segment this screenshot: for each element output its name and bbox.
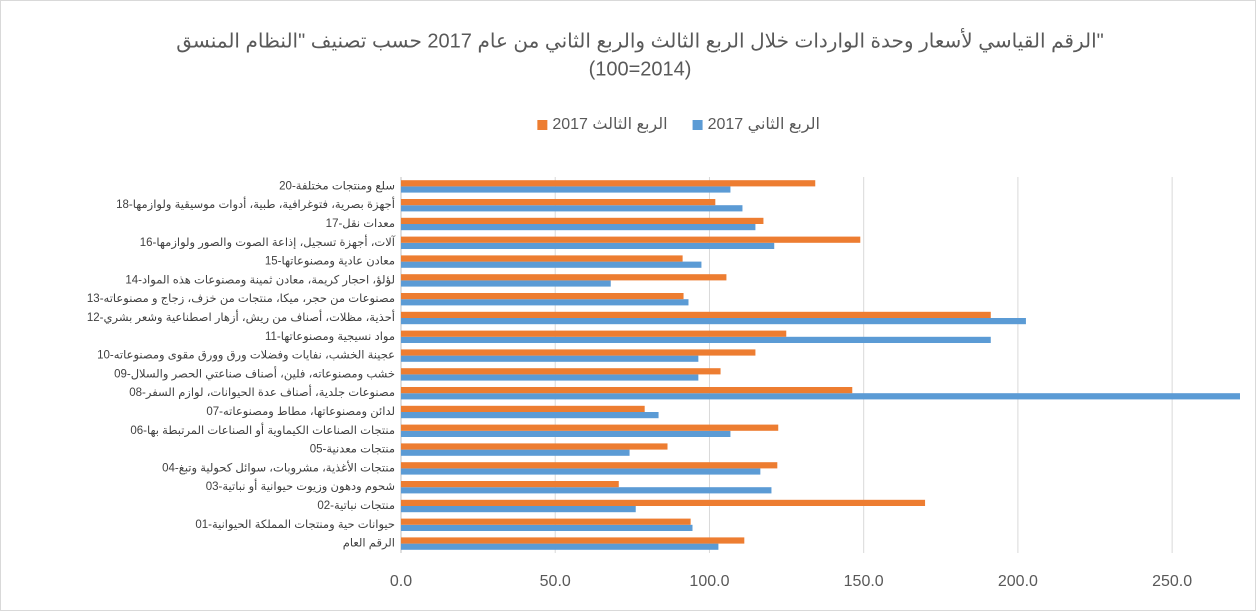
bar xyxy=(401,336,991,343)
bar xyxy=(401,236,861,243)
x-tick-label: 200.0 xyxy=(998,573,1038,590)
y-tick-label: 05-منتجات معدنية xyxy=(310,444,395,456)
x-tick-label: 150.0 xyxy=(844,573,884,590)
x-tick-label: 0.0 xyxy=(390,573,412,590)
bar xyxy=(401,524,693,531)
y-tick-label: 10-عجينة الخشب، نفايات وفضلات ورق وورق م… xyxy=(97,350,395,363)
bar xyxy=(401,393,1240,400)
chart-title: الرقم القياسي لأسعار وحدة الواردات خلال … xyxy=(176,28,1104,53)
y-tick-label: 06-منتجات الصناعات الكيماوية أو الصناعات… xyxy=(130,422,395,438)
chart-subtitle: (100=2014) xyxy=(589,58,692,80)
bar xyxy=(401,449,630,456)
bar xyxy=(401,462,778,469)
bar xyxy=(401,405,645,412)
bar xyxy=(401,199,716,206)
bar xyxy=(401,443,668,450)
bar xyxy=(401,205,743,212)
bar xyxy=(401,255,683,262)
bar xyxy=(401,355,699,362)
y-tick-label: 01-حيوانات حية ومنتجات المملكة الحيوانية xyxy=(195,519,395,532)
bar xyxy=(401,224,756,231)
bar xyxy=(401,481,619,488)
bar xyxy=(401,180,816,187)
bar xyxy=(401,387,853,394)
y-tick-label: 20-سلع ومنتجات مختلفة xyxy=(279,180,395,193)
legend-label: الربع الثاني 2017 xyxy=(708,116,820,134)
bar xyxy=(401,374,699,381)
legend-label: الربع الثالث 2017 xyxy=(552,116,667,134)
y-tick-label: 04-منتجات الأغذية، مشروبات، سوائل كحولية… xyxy=(162,460,395,475)
y-tick-label: 03-شحوم ودهون وزيوت حيوانية أو نباتية xyxy=(206,478,395,494)
bar xyxy=(401,368,721,375)
bar xyxy=(401,424,779,431)
bar xyxy=(401,299,689,306)
bar xyxy=(401,293,684,300)
bar xyxy=(401,518,691,525)
bar xyxy=(401,487,772,494)
bar xyxy=(401,537,745,544)
y-tick-label: 14-لؤلؤ، احجار كريمة، معادن ثمينة ومصنوع… xyxy=(125,274,395,287)
bar xyxy=(401,430,731,437)
x-tick-label: 250.0 xyxy=(1152,573,1192,590)
bar xyxy=(401,280,611,287)
bar xyxy=(401,311,991,318)
y-tick-label: 08-مصنوعات جلدية، أصناف عدة الحيوانات، ل… xyxy=(129,384,395,400)
bar xyxy=(401,499,926,506)
bar xyxy=(401,543,719,550)
bar xyxy=(401,468,761,475)
y-tick-label: 16-آلات، أجهزة تسجيل، إذاعة الصوت والصور… xyxy=(140,234,396,250)
bar xyxy=(401,186,731,193)
bar xyxy=(401,349,756,356)
bar xyxy=(401,506,636,513)
y-tick-label: 11-مواد نسيجية ومصنوعاتها xyxy=(265,331,395,344)
bar xyxy=(401,274,727,281)
y-tick-label: 09-خشب ومصنوعاته، فلين، أصناف صناعتي الح… xyxy=(114,365,395,381)
bar xyxy=(401,318,1026,325)
bar xyxy=(401,261,702,268)
legend-swatch xyxy=(537,120,548,130)
y-tick-label: 07-لدائن ومصنوعاتها، مطاط ومصنوعاته xyxy=(206,406,395,419)
y-tick-label: 12-أحذية، مظلات، أصناف من ريش، أزهار اصط… xyxy=(87,309,395,325)
x-tick-label: 100.0 xyxy=(689,573,729,590)
y-tick-label: 18-أجهزة بصرية، فتوغرافية، طبية، أدوات م… xyxy=(116,196,395,212)
y-tick-label: 02-منتجات نباتية xyxy=(317,500,395,512)
y-tick-label: 17-معدات نقل xyxy=(326,218,395,230)
bar xyxy=(401,412,659,419)
y-tick-label: 15-معادن عادية ومصنوعاتها xyxy=(265,256,395,269)
legend-swatch xyxy=(692,120,703,130)
bar xyxy=(401,242,775,249)
x-tick-label: 50.0 xyxy=(540,573,571,590)
bar xyxy=(401,217,764,224)
y-tick-label: الرقم العام xyxy=(343,538,395,551)
y-tick-label: 13-مصنوعات من حجر، ميكا، منتجات من خزف، … xyxy=(87,293,395,306)
bar xyxy=(401,330,787,337)
